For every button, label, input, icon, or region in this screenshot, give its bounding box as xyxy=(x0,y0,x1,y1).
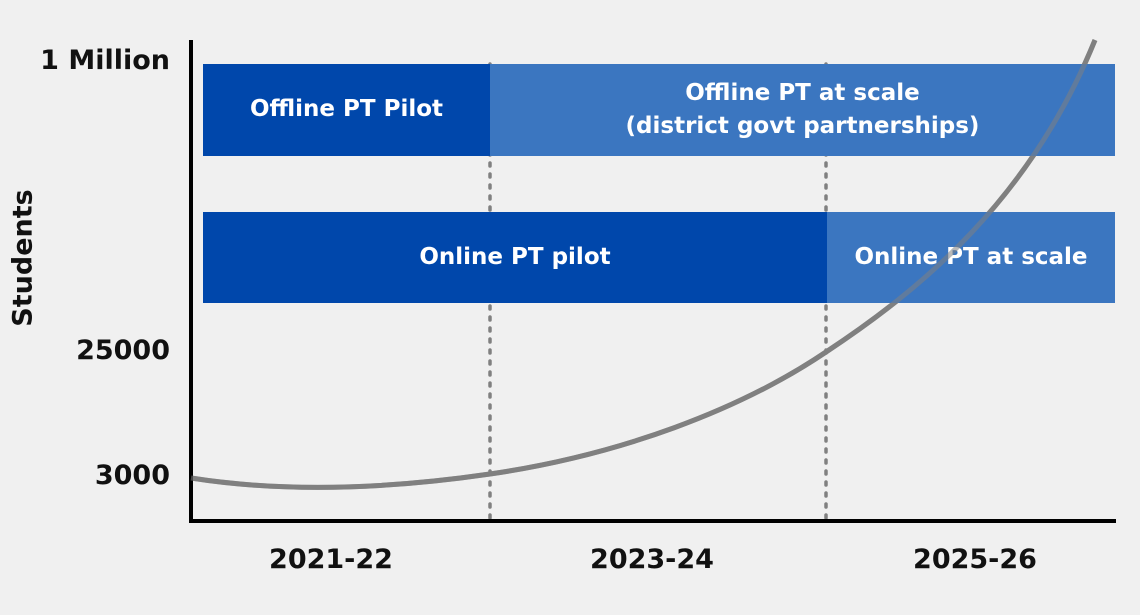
x-tick-label: 2021-22 xyxy=(269,544,393,575)
y-tick-label: 1 Million xyxy=(40,45,170,76)
bar-label: Offline PT at scale (district govt partn… xyxy=(625,79,980,139)
bar-offline-pt-pilot: Offline PT Pilot xyxy=(203,64,490,156)
bar-label: Online PT pilot xyxy=(419,243,611,270)
x-tick-label: 2023-24 xyxy=(590,544,714,575)
y-tick-label: 25000 xyxy=(76,335,170,366)
bar-label: Online PT at scale xyxy=(854,243,1088,270)
bar-online-pt-at-scale: Online PT at scale xyxy=(827,212,1115,303)
bar-offline-pt-at-scale: Offline PT at scale (district govt partn… xyxy=(490,64,1115,156)
bar-label: Offline PT Pilot xyxy=(249,96,444,123)
y-axis-label: Students xyxy=(7,189,39,327)
x-tick-label: 2025-26 xyxy=(913,544,1037,575)
y-tick-label: 3000 xyxy=(94,460,170,491)
bar-online-pt-pilot: Online PT pilot xyxy=(203,212,827,303)
